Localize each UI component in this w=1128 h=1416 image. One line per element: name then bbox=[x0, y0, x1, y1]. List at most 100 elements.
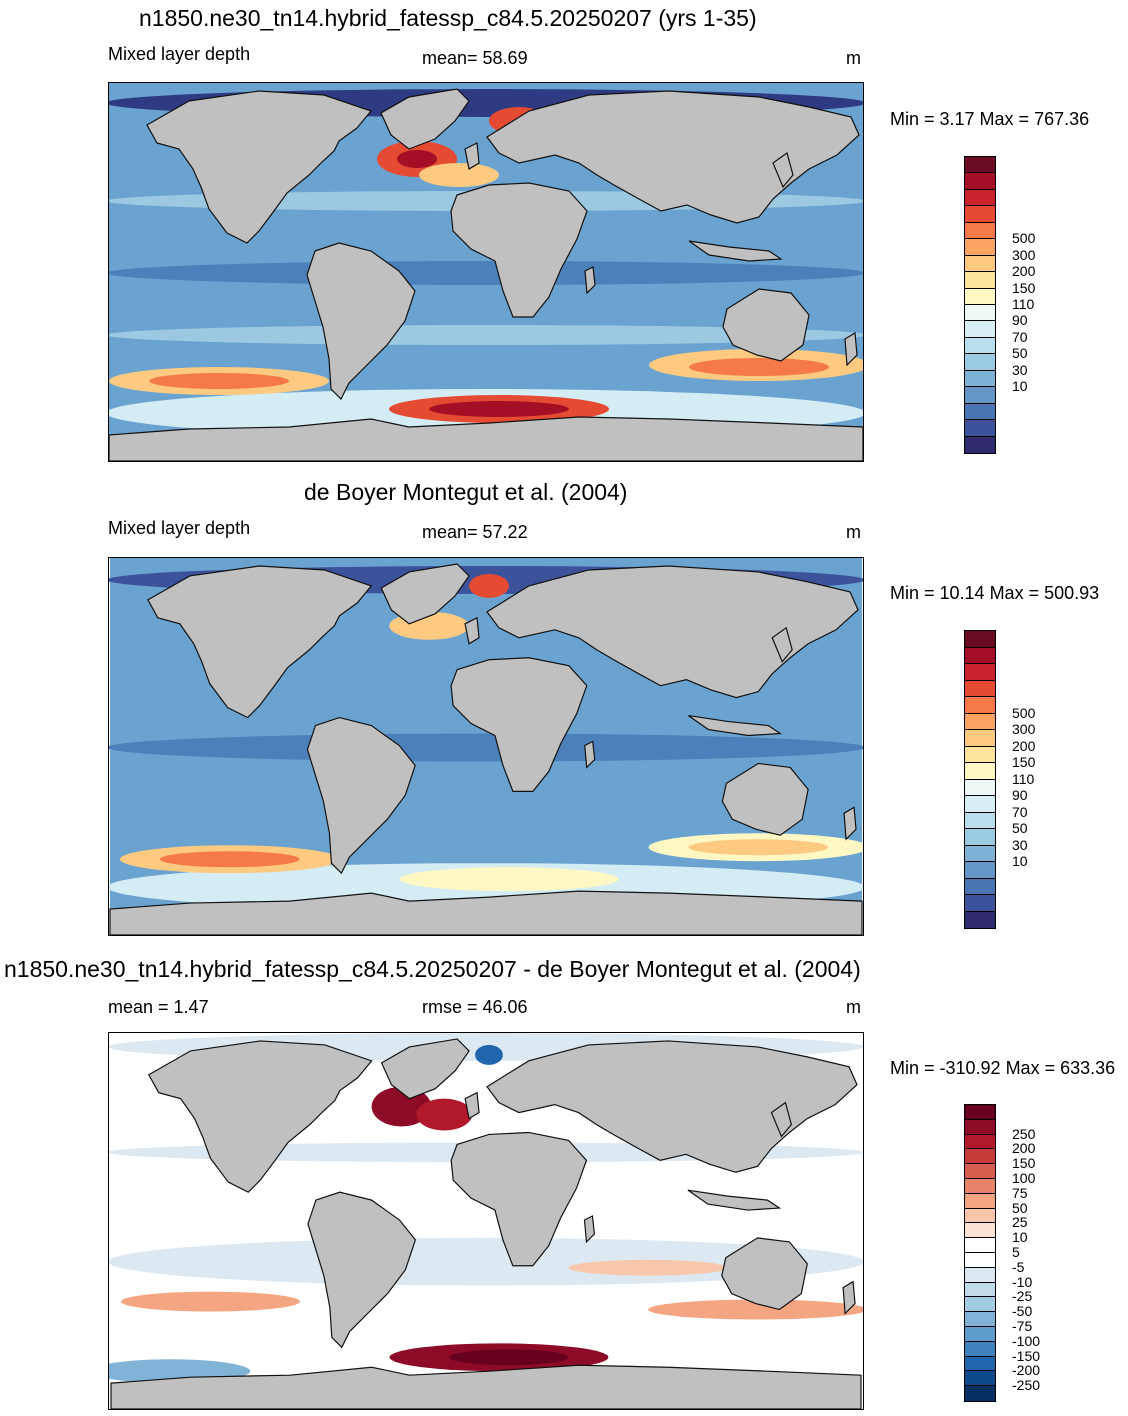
colorbar-swatch bbox=[965, 779, 995, 796]
colorbar-swatch bbox=[965, 436, 995, 453]
colorbar-tick-label: 200 bbox=[1012, 737, 1036, 754]
colorbar-swatch bbox=[965, 680, 995, 697]
panel3-mean: mean = 1.47 bbox=[108, 997, 209, 1017]
land-greenland bbox=[380, 1038, 470, 1100]
land-north-america bbox=[147, 565, 373, 719]
colorbar-tick-label: 150 bbox=[1012, 754, 1036, 770]
field-contour bbox=[399, 867, 619, 892]
field-contour bbox=[688, 839, 829, 856]
land-north-america bbox=[146, 90, 373, 244]
colorbar-swatch bbox=[965, 305, 995, 322]
colorbar-swatch bbox=[965, 1134, 995, 1150]
land-eurasia bbox=[486, 90, 860, 224]
field-contour bbox=[109, 733, 863, 762]
field-contour bbox=[371, 1086, 432, 1127]
panel3-colorbar bbox=[964, 1104, 996, 1402]
colorbar-swatch bbox=[965, 1341, 995, 1357]
colorbar-swatch bbox=[965, 222, 995, 240]
land-australia bbox=[722, 288, 810, 362]
colorbar-swatch bbox=[965, 272, 995, 289]
colorbar-swatch bbox=[965, 862, 995, 879]
colorbar-tick-label: 500 bbox=[1012, 704, 1036, 721]
field-contour bbox=[109, 325, 863, 345]
colorbar-tick-label: -75 bbox=[1012, 1318, 1033, 1334]
land-greenland bbox=[380, 88, 470, 150]
land-africa bbox=[450, 657, 588, 792]
colorbar-tick-label: 110 bbox=[1012, 770, 1035, 787]
field-contour bbox=[149, 373, 289, 389]
colorbar-tick-label: 30 bbox=[1012, 361, 1028, 378]
colorbar-swatch bbox=[965, 1267, 995, 1283]
colorbar-swatch bbox=[965, 763, 995, 780]
colorbar-tick-label: 90 bbox=[1012, 787, 1028, 803]
colorbar-swatch bbox=[965, 1297, 995, 1313]
colorbar-tick-label: 500 bbox=[1012, 230, 1036, 247]
colorbar-swatch bbox=[965, 321, 995, 338]
panel1-colorbar bbox=[964, 156, 996, 454]
field-contour bbox=[689, 358, 829, 376]
colorbar-swatch bbox=[965, 255, 995, 273]
colorbar-swatch bbox=[965, 829, 995, 846]
colorbar-swatch bbox=[965, 1253, 995, 1268]
field-contour bbox=[648, 1299, 863, 1320]
panel2-field-label: Mixed layer depth bbox=[108, 518, 251, 538]
panel3-title: n1850.ne30_tn14.hybrid_fatessp_c84.5.202… bbox=[4, 956, 861, 982]
colorbar-swatch bbox=[965, 911, 995, 928]
land-nz bbox=[844, 331, 858, 367]
colorbar-swatch bbox=[965, 1193, 995, 1209]
colorbar-swatch bbox=[965, 631, 995, 648]
colorbar-swatch bbox=[965, 1356, 995, 1372]
colorbar-tick-label: 150 bbox=[1012, 279, 1036, 296]
field-contour bbox=[568, 1259, 728, 1276]
colorbar-swatch bbox=[965, 1282, 995, 1298]
panel1-title: n1850.ne30_tn14.hybrid_fatessp_c84.5.202… bbox=[139, 5, 757, 31]
colorbar-swatch bbox=[965, 189, 995, 207]
colorbar-swatch bbox=[965, 664, 995, 681]
colorbar-swatch bbox=[965, 337, 995, 355]
panel1-field-label: Mixed layer depth bbox=[108, 44, 251, 64]
colorbar-tick-label: 50 bbox=[1012, 820, 1028, 836]
colorbar-swatch bbox=[965, 845, 995, 862]
colorbar-tick-label: 30 bbox=[1012, 836, 1028, 853]
colorbar-tick-label: 25 bbox=[1012, 1214, 1028, 1231]
land-indonesia bbox=[688, 240, 783, 262]
colorbar-swatch bbox=[965, 713, 995, 730]
land-south-america bbox=[306, 242, 416, 401]
land-indonesia bbox=[688, 714, 783, 737]
colorbar-swatch bbox=[965, 697, 995, 714]
panel1-minmax: Min = 3.17 Max = 767.36 bbox=[890, 109, 1090, 129]
land-south-america bbox=[306, 716, 416, 875]
colorbar-swatch bbox=[965, 796, 995, 813]
colorbar-swatch bbox=[965, 812, 995, 829]
colorbar-tick-label: 150 bbox=[1012, 1155, 1036, 1172]
colorbar-swatch bbox=[965, 1312, 995, 1327]
land-antarctica bbox=[110, 1364, 862, 1409]
panel1-map bbox=[108, 82, 864, 462]
panel2-minmax: Min = 10.14 Max = 500.93 bbox=[890, 583, 1100, 603]
field-contour bbox=[109, 261, 863, 285]
colorbar-tick-label: 10 bbox=[1012, 1229, 1028, 1246]
colorbar-swatch bbox=[965, 647, 995, 664]
colorbar-swatch bbox=[965, 1105, 995, 1120]
colorbar-swatch bbox=[965, 354, 995, 371]
colorbar-tick-label: 75 bbox=[1012, 1184, 1028, 1201]
colorbar-tick-label: -150 bbox=[1012, 1347, 1041, 1364]
land-greenland bbox=[380, 563, 470, 625]
colorbar-swatch bbox=[965, 1223, 995, 1239]
colorbar-swatch bbox=[965, 173, 995, 190]
panel3-map-svg bbox=[109, 1033, 863, 1409]
field-contour bbox=[120, 1291, 300, 1312]
colorbar-tick-label: 10 bbox=[1012, 378, 1028, 395]
land-south-america bbox=[307, 1191, 417, 1349]
colorbar-tick-label: 110 bbox=[1012, 296, 1035, 312]
colorbar-tick-label: -250 bbox=[1012, 1377, 1041, 1394]
land-madagascar bbox=[583, 1215, 596, 1244]
colorbar-tick-label: -10 bbox=[1012, 1273, 1033, 1290]
land-antarctica bbox=[109, 416, 863, 461]
colorbar-swatch bbox=[965, 420, 995, 437]
colorbar-swatch bbox=[965, 730, 995, 747]
land-madagascar bbox=[584, 740, 596, 769]
colorbar-tick-label: 10 bbox=[1012, 853, 1028, 869]
colorbar-tick-label: 90 bbox=[1012, 312, 1028, 329]
colorbar-swatch bbox=[965, 1149, 995, 1165]
